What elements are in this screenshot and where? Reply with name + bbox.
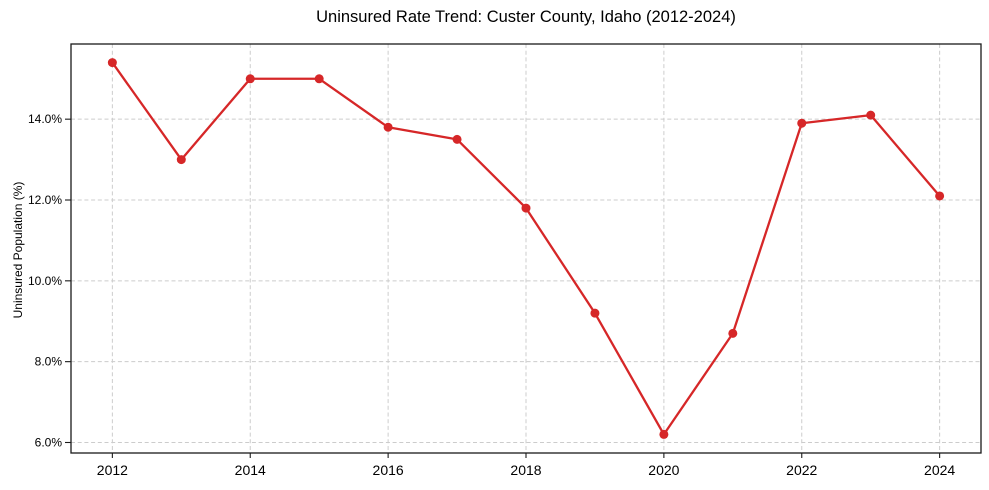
y-tick-label: 10.0% bbox=[28, 274, 62, 288]
data-point bbox=[314, 74, 324, 84]
y-tick-label: 14.0% bbox=[28, 112, 62, 126]
data-point bbox=[452, 134, 462, 144]
x-tick-label: 2014 bbox=[235, 462, 266, 478]
x-tick-label: 2018 bbox=[510, 462, 541, 478]
data-point bbox=[797, 118, 807, 128]
y-tick-label: 6.0% bbox=[35, 435, 63, 449]
data-point bbox=[521, 203, 531, 213]
data-point bbox=[728, 328, 738, 338]
data-point bbox=[176, 155, 186, 165]
data-point bbox=[659, 429, 669, 439]
data-point bbox=[245, 74, 255, 84]
data-point bbox=[935, 191, 945, 201]
chart-title: Uninsured Rate Trend: Custer County, Ida… bbox=[316, 8, 736, 26]
x-tick-label: 2020 bbox=[648, 462, 679, 478]
x-tick-label: 2012 bbox=[97, 462, 128, 478]
data-point bbox=[383, 122, 393, 132]
y-tick-label: 12.0% bbox=[28, 193, 62, 207]
x-tick-label: 2022 bbox=[786, 462, 817, 478]
y-tick-label: 8.0% bbox=[35, 355, 63, 369]
data-point bbox=[866, 110, 876, 120]
x-tick-label: 2016 bbox=[373, 462, 404, 478]
data-point bbox=[590, 308, 600, 318]
data-point bbox=[107, 58, 117, 68]
x-tick-label: 2024 bbox=[924, 462, 955, 478]
